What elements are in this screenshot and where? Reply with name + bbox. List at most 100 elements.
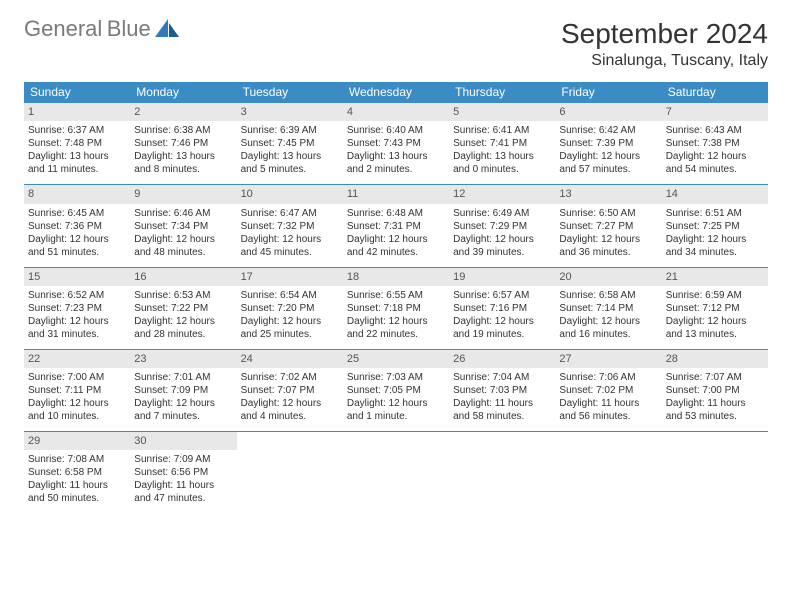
day-cell: 15Sunrise: 6:52 AMSunset: 7:23 PMDayligh… (24, 268, 130, 349)
day-number: 11 (343, 185, 449, 203)
day-body: Sunrise: 6:39 AMSunset: 7:45 PMDaylight:… (237, 121, 343, 184)
sunset-line: Sunset: 7:36 PM (28, 220, 126, 233)
sunrise-line: Sunrise: 6:40 AM (347, 124, 445, 137)
week-row: 15Sunrise: 6:52 AMSunset: 7:23 PMDayligh… (24, 267, 768, 349)
daylight-line: Daylight: 12 hours and 13 minutes. (666, 315, 764, 341)
sunrise-line: Sunrise: 7:08 AM (28, 453, 126, 466)
daylight-line: Daylight: 12 hours and 25 minutes. (241, 315, 339, 341)
sunset-line: Sunset: 7:23 PM (28, 302, 126, 315)
daylight-line: Daylight: 11 hours and 47 minutes. (134, 479, 232, 505)
day-number: 21 (662, 268, 768, 286)
sunset-line: Sunset: 7:02 PM (559, 384, 657, 397)
week-row: 8Sunrise: 6:45 AMSunset: 7:36 PMDaylight… (24, 184, 768, 266)
sunset-line: Sunset: 7:03 PM (453, 384, 551, 397)
day-body: Sunrise: 6:47 AMSunset: 7:32 PMDaylight:… (237, 204, 343, 267)
week-row: 29Sunrise: 7:08 AMSunset: 6:58 PMDayligh… (24, 431, 768, 513)
day-cell: 14Sunrise: 6:51 AMSunset: 7:25 PMDayligh… (662, 185, 768, 266)
day-header: Sunday (24, 82, 130, 102)
day-header: Monday (130, 82, 236, 102)
day-number: 9 (130, 185, 236, 203)
sunset-line: Sunset: 7:31 PM (347, 220, 445, 233)
day-body: Sunrise: 6:54 AMSunset: 7:20 PMDaylight:… (237, 286, 343, 349)
sunset-line: Sunset: 7:00 PM (666, 384, 764, 397)
daylight-line: Daylight: 12 hours and 57 minutes. (559, 150, 657, 176)
day-number: 30 (130, 432, 236, 450)
sunrise-line: Sunrise: 6:51 AM (666, 207, 764, 220)
sunset-line: Sunset: 7:27 PM (559, 220, 657, 233)
day-cell: 17Sunrise: 6:54 AMSunset: 7:20 PMDayligh… (237, 268, 343, 349)
day-number: 20 (555, 268, 661, 286)
day-header: Thursday (449, 82, 555, 102)
day-cell: 11 Sunrise: 6:48 AMSunset: 7:31 PMDayligh… (343, 185, 449, 266)
daylight-line: Daylight: 12 hours and 51 minutes. (28, 233, 126, 259)
day-header-row: SundayMondayTuesdayWednesdayThursdayFrid… (24, 82, 768, 102)
day-body: Sunrise: 6:46 AMSunset: 7:34 PMDaylight:… (130, 204, 236, 267)
day-cell: 13Sunrise: 6:50 AMSunset: 7:27 PMDayligh… (555, 185, 661, 266)
day-cell: 8Sunrise: 6:45 AMSunset: 7:36 PMDaylight… (24, 185, 130, 266)
day-number: 15 (24, 268, 130, 286)
sunrise-line: Sunrise: 6:45 AM (28, 207, 126, 220)
daylight-line: Daylight: 13 hours and 8 minutes. (134, 150, 232, 176)
sunrise-line: Sunrise: 6:55 AM (347, 289, 445, 302)
sunset-line: Sunset: 7:39 PM (559, 137, 657, 150)
sunrise-line: Sunrise: 6:58 AM (559, 289, 657, 302)
day-body: Sunrise: 6:38 AMSunset: 7:46 PMDaylight:… (130, 121, 236, 184)
daylight-line: Daylight: 12 hours and 54 minutes. (666, 150, 764, 176)
day-cell: 23Sunrise: 7:01 AMSunset: 7:09 PMDayligh… (130, 350, 236, 431)
sunrise-line: Sunrise: 6:53 AM (134, 289, 232, 302)
sunset-line: Sunset: 7:46 PM (134, 137, 232, 150)
sunrise-line: Sunrise: 6:57 AM (453, 289, 551, 302)
daylight-line: Daylight: 11 hours and 53 minutes. (666, 397, 764, 423)
day-cell: 7Sunrise: 6:43 AMSunset: 7:38 PMDaylight… (662, 103, 768, 184)
day-body: Sunrise: 6:49 AMSunset: 7:29 PMDaylight:… (449, 204, 555, 267)
day-number: 10 (237, 185, 343, 203)
sunset-line: Sunset: 7:38 PM (666, 137, 764, 150)
daylight-line: Daylight: 11 hours and 58 minutes. (453, 397, 551, 423)
day-number: 25 (343, 350, 449, 368)
sunrise-line: Sunrise: 7:00 AM (28, 371, 126, 384)
sunset-line: Sunset: 6:56 PM (134, 466, 232, 479)
month-title: September 2024 (561, 18, 768, 50)
day-cell (662, 432, 768, 513)
day-cell: 24Sunrise: 7:02 AMSunset: 7:07 PMDayligh… (237, 350, 343, 431)
sunset-line: Sunset: 7:12 PM (666, 302, 764, 315)
day-number: 27 (555, 350, 661, 368)
location: Sinalunga, Tuscany, Italy (561, 52, 768, 70)
sunrise-line: Sunrise: 6:41 AM (453, 124, 551, 137)
day-number: 2 (130, 103, 236, 121)
sunset-line: Sunset: 7:41 PM (453, 137, 551, 150)
day-cell (237, 432, 343, 513)
daylight-line: Daylight: 12 hours and 7 minutes. (134, 397, 232, 423)
day-number: 6 (555, 103, 661, 121)
daylight-line: Daylight: 12 hours and 10 minutes. (28, 397, 126, 423)
day-body: Sunrise: 7:03 AMSunset: 7:05 PMDaylight:… (343, 368, 449, 431)
day-cell: 10Sunrise: 6:47 AMSunset: 7:32 PMDayligh… (237, 185, 343, 266)
day-header: Tuesday (237, 82, 343, 102)
logo-text-1: General (24, 16, 102, 41)
day-cell: 30Sunrise: 7:09 AMSunset: 6:56 PMDayligh… (130, 432, 236, 513)
sunrise-line: Sunrise: 6:47 AM (241, 207, 339, 220)
day-body: Sunrise: 7:06 AMSunset: 7:02 PMDaylight:… (555, 368, 661, 431)
day-number: 12 (449, 185, 555, 203)
day-cell: 25Sunrise: 7:03 AMSunset: 7:05 PMDayligh… (343, 350, 449, 431)
day-body: Sunrise: 6:40 AMSunset: 7:43 PMDaylight:… (343, 121, 449, 184)
day-number: 5 (449, 103, 555, 121)
sunrise-line: Sunrise: 6:39 AM (241, 124, 339, 137)
daylight-line: Daylight: 12 hours and 42 minutes. (347, 233, 445, 259)
sunrise-line: Sunrise: 6:48 AM (347, 207, 445, 220)
daylight-line: Daylight: 12 hours and 28 minutes. (134, 315, 232, 341)
sunrise-line: Sunrise: 7:01 AM (134, 371, 232, 384)
sunrise-line: Sunrise: 6:54 AM (241, 289, 339, 302)
day-cell: 1Sunrise: 6:37 AMSunset: 7:48 PMDaylight… (24, 103, 130, 184)
day-number: 4 (343, 103, 449, 121)
day-number: 22 (24, 350, 130, 368)
day-number: 29 (24, 432, 130, 450)
sunset-line: Sunset: 7:22 PM (134, 302, 232, 315)
day-cell: 20Sunrise: 6:58 AMSunset: 7:14 PMDayligh… (555, 268, 661, 349)
sunset-line: Sunset: 7:18 PM (347, 302, 445, 315)
sunrise-line: Sunrise: 6:42 AM (559, 124, 657, 137)
day-number: 7 (662, 103, 768, 121)
day-number: 23 (130, 350, 236, 368)
day-cell: 6 Sunrise: 6:42 AMSunset: 7:39 PMDaylight… (555, 103, 661, 184)
sunset-line: Sunset: 7:05 PM (347, 384, 445, 397)
